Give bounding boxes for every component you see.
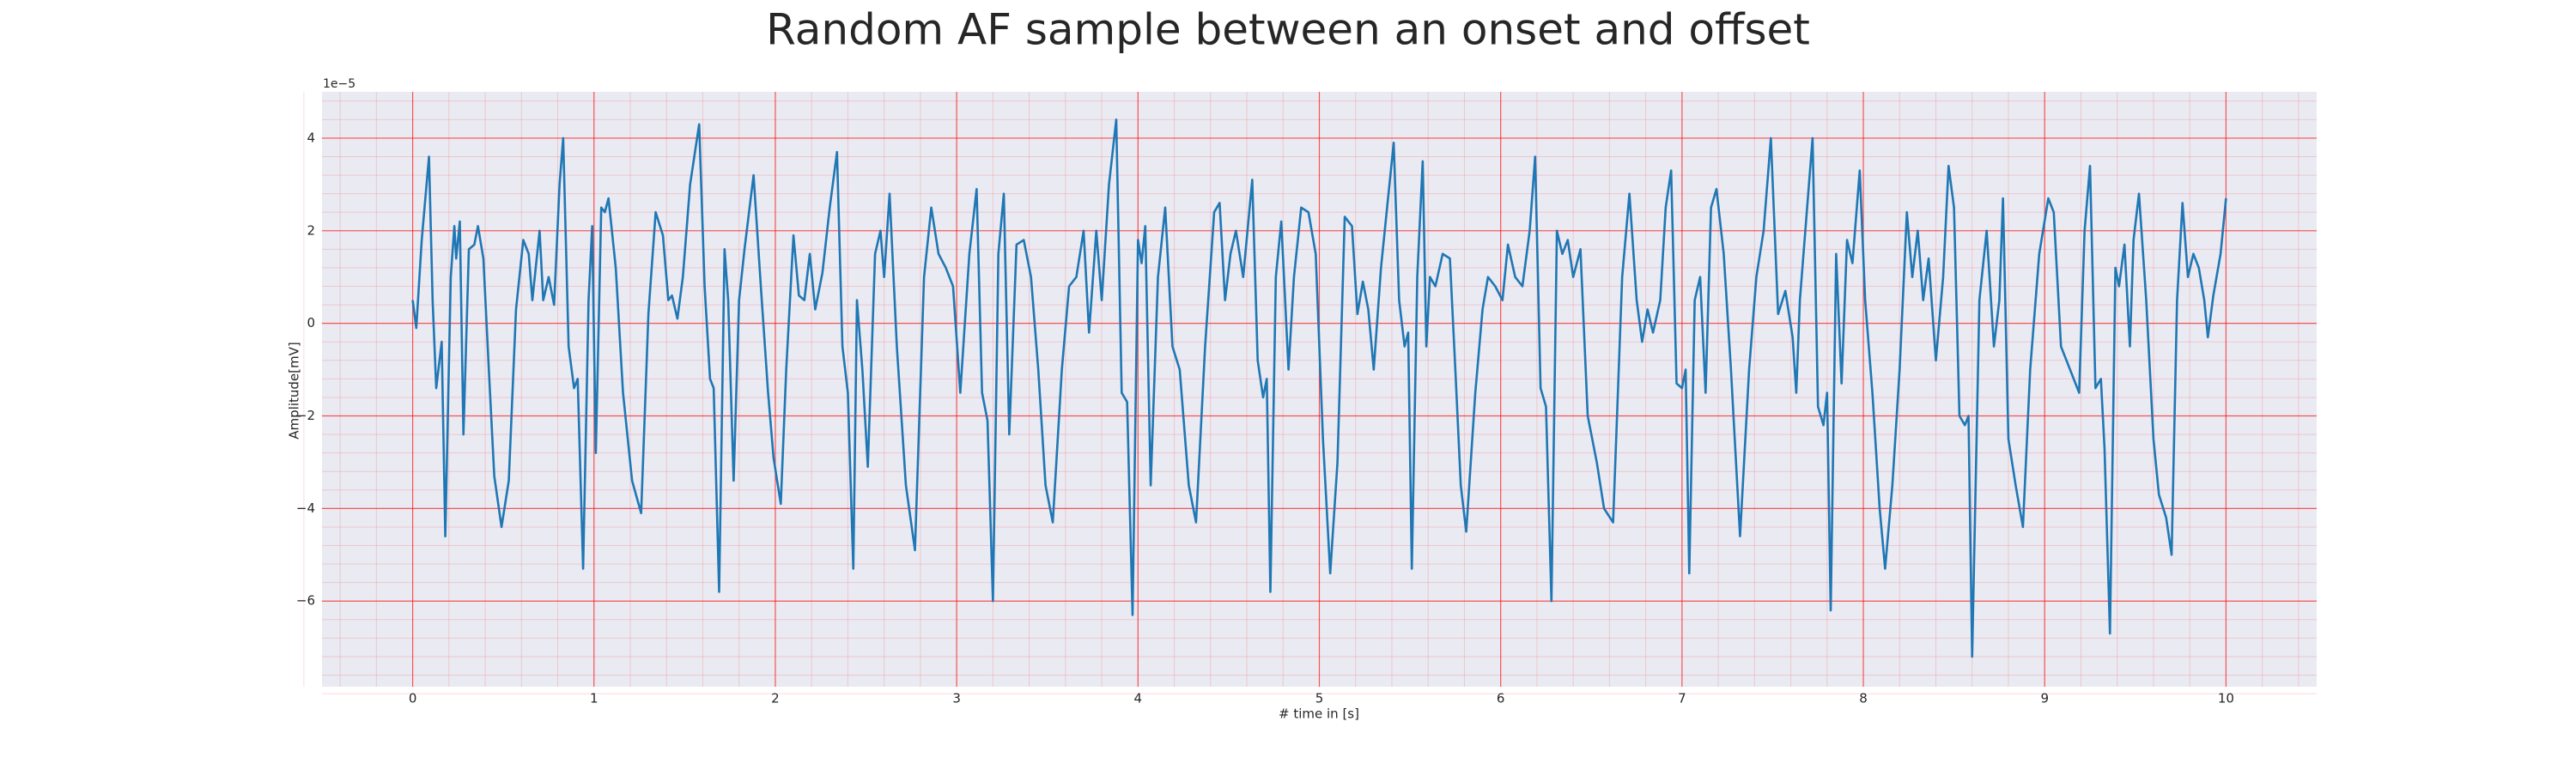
- x-axis-label: # time in [s]: [1279, 706, 1359, 722]
- x-tick-label: 6: [1497, 691, 1505, 706]
- y-tick-label: −6: [296, 593, 315, 609]
- x-tick-label: 5: [1315, 691, 1324, 706]
- y-tick-label: 0: [307, 315, 315, 330]
- y-offset-label: 1e−5: [323, 77, 355, 91]
- x-tick-label: 3: [952, 691, 961, 706]
- y-tick-label: −4: [296, 500, 315, 516]
- plot-area: [303, 92, 2317, 694]
- chart-title: Random AF sample between an onset and of…: [766, 5, 1810, 55]
- x-tick-label: 0: [409, 691, 417, 706]
- x-tick-label: 9: [2040, 691, 2049, 706]
- y-tick-label: −2: [296, 408, 315, 423]
- x-tick-label: 4: [1134, 691, 1143, 706]
- x-tick-label: 2: [771, 691, 780, 706]
- x-tick-label: 1: [590, 691, 598, 706]
- y-axis-label: Amplitude[mV]: [287, 342, 302, 439]
- x-tick-label: 7: [1678, 691, 1686, 706]
- y-tick-label: 2: [307, 222, 315, 238]
- x-tick-label: 8: [1859, 691, 1868, 706]
- x-tick-label: 10: [2218, 691, 2234, 706]
- data-line: [411, 118, 2227, 658]
- y-tick-label: 4: [307, 130, 315, 145]
